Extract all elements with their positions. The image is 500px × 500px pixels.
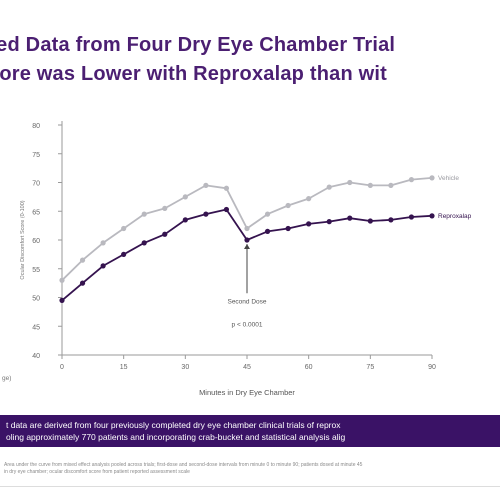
y-axis-label: Ocular Discomfort Score (0-100) — [20, 200, 26, 279]
data-point-vehicle — [79, 257, 86, 263]
x-tick-label: 15 — [120, 364, 128, 371]
data-point-vehicle — [223, 185, 230, 191]
data-point-vehicle — [326, 184, 332, 190]
y-tick-label: 40 — [32, 353, 40, 360]
x-tick-label: 60 — [305, 364, 313, 371]
data-point-vehicle — [162, 205, 168, 211]
data-point-vehicle — [264, 211, 271, 217]
y-tick-label: 55 — [32, 267, 40, 274]
footnote-line-2: in dry eye chamber; ocular discomfort sc… — [4, 469, 190, 475]
data-point-reproxalap — [59, 297, 65, 303]
slide-title-line-1: oled Data from Four Dry Eye Chamber Tria… — [0, 34, 396, 56]
data-point-reproxalap — [347, 215, 353, 221]
data-point-vehicle — [203, 182, 209, 188]
data-point-reproxalap — [223, 206, 230, 213]
data-point-reproxalap — [182, 217, 188, 223]
y-tick-label: 50 — [32, 296, 40, 303]
p-value-annotation: p < 0.0001 — [232, 321, 263, 328]
series-label-vehicle: Vehicle — [438, 175, 459, 182]
x-tick-label: 45 — [243, 364, 251, 371]
data-point-vehicle — [100, 240, 106, 246]
y-tick-label: 60 — [32, 238, 40, 245]
footnote: Area under the curve from mixed effect a… — [4, 462, 494, 476]
data-point-vehicle — [388, 182, 394, 188]
data-point-reproxalap — [285, 225, 291, 232]
banner-line-1: t data are derived from four previously … — [6, 420, 341, 430]
data-point-reproxalap — [162, 231, 168, 237]
data-point-vehicle — [306, 196, 312, 202]
info-banner: t data are derived from four previously … — [0, 415, 500, 447]
data-point-vehicle — [347, 179, 353, 186]
y-tick-label: 75 — [32, 152, 40, 159]
line-chart: 40 45 50 55 60 65 70 75 80 0 15 30 45 60 75 90 Minutes i… — [2, 121, 472, 397]
data-point-reproxalap — [388, 217, 394, 223]
x-tick-label: 0 — [60, 364, 64, 371]
data-point-vehicle — [182, 194, 188, 200]
data-point-vehicle — [408, 177, 415, 183]
data-point-reproxalap — [141, 240, 147, 246]
data-point-reproxalap — [100, 263, 106, 269]
footnote-line-1: Area under the curve from mixed effect a… — [4, 462, 363, 468]
data-point-reproxalap — [264, 228, 271, 234]
data-point-vehicle — [367, 182, 373, 188]
left-cut-label: ge) — [2, 375, 11, 382]
data-point-reproxalap — [121, 251, 127, 257]
x-axis-label: Minutes in Dry Eye Chamber — [199, 388, 295, 397]
data-point-vehicle — [244, 225, 250, 232]
second-dose-annotation: Second Dose — [227, 298, 266, 305]
y-tick-label: 45 — [32, 324, 40, 331]
second-dose-arrowhead — [244, 244, 250, 250]
y-tick-label: 80 — [32, 123, 40, 130]
data-point-reproxalap — [244, 237, 250, 243]
x-tick-label: 30 — [181, 364, 189, 371]
data-point-reproxalap — [429, 213, 435, 219]
data-point-reproxalap — [79, 280, 86, 286]
data-point-reproxalap — [203, 211, 209, 217]
bottom-rule — [0, 486, 500, 487]
x-tick-label: 75 — [366, 364, 374, 371]
data-point-vehicle — [141, 211, 147, 217]
y-tick-label: 65 — [32, 209, 40, 216]
data-point-reproxalap — [367, 218, 373, 224]
data-point-vehicle — [429, 175, 435, 181]
data-point-vehicle — [59, 277, 65, 283]
data-point-reproxalap — [408, 214, 415, 220]
data-point-reproxalap — [326, 219, 332, 225]
top-band — [0, 0, 500, 14]
x-tick-label: 90 — [428, 364, 436, 371]
data-point-reproxalap — [306, 221, 312, 227]
y-tick-label: 70 — [32, 181, 40, 188]
banner-line-2: oling approximately 770 patients and inc… — [6, 432, 346, 442]
series-label-reproxalap: Reproxalap — [438, 213, 472, 220]
data-point-vehicle — [285, 202, 291, 209]
slide-title-line-2: core was Lower with Reproxalap than wit — [0, 63, 387, 85]
data-point-vehicle — [121, 225, 127, 232]
